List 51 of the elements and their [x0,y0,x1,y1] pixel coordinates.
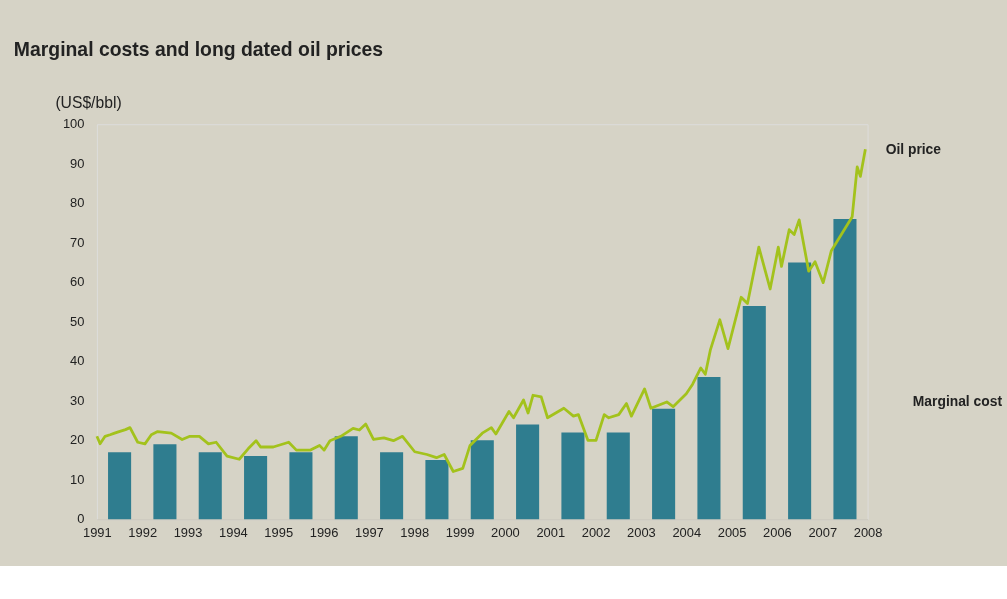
bar [606,432,630,520]
x-tick-label: 1992 [128,525,158,541]
x-tick-label: 2001 [536,525,566,541]
bar [289,452,313,520]
chart-title: Marginal costs and long dated oil prices [13,37,384,60]
bar [108,452,132,520]
bar [516,424,540,520]
bar [334,436,358,520]
y-axis-title: (US$/bbl) [55,93,122,111]
x-tick-label: 1997 [355,525,384,541]
bar [244,456,268,520]
y-tick-label: 0 [77,511,85,527]
x-tick-label: 2000 [491,525,520,541]
y-tick-label: 30 [70,392,85,408]
bar [153,444,177,520]
x-tick-label: 1993 [173,525,203,541]
x-tick-label: 2007 [808,525,838,541]
bar [788,262,812,520]
y-tick-label: 90 [70,155,85,171]
x-tick-label: 2004 [672,525,702,541]
line-series [95,147,867,473]
bar [652,408,676,520]
bar [742,305,766,520]
y-tick-label: 60 [70,274,85,290]
bar [425,460,449,520]
x-tick-label: 1991 [83,525,112,541]
x-tick-label: 1999 [445,525,475,541]
series-label: Oil price [885,140,942,157]
y-tick-label: 100 [62,116,85,132]
x-tick-label: 2005 [717,525,747,541]
text: Marginal cost [912,392,1003,409]
y-tick-label: 40 [70,353,85,369]
y-tick-label: 10 [70,471,85,487]
y-tick-label: 80 [70,195,85,211]
x-tick-label: 1996 [309,525,339,541]
x-tick-label: 2002 [581,525,611,541]
x-tick-label: 1994 [219,525,248,541]
bar [380,452,404,520]
bar [697,377,721,520]
x-tick-label: 2008 [853,525,883,541]
y-tick-label: 20 [70,432,85,448]
bar [198,452,222,520]
bar [561,432,585,520]
y-tick-label: 50 [70,313,85,329]
x-tick-label: 2003 [627,525,656,541]
x-tick-label: 1995 [264,525,294,541]
bar [833,219,857,520]
x-tick-label: 1998 [400,525,430,541]
x-tick-label: 2006 [763,525,792,541]
y-tick-label: 70 [70,234,85,250]
bar [470,440,494,520]
